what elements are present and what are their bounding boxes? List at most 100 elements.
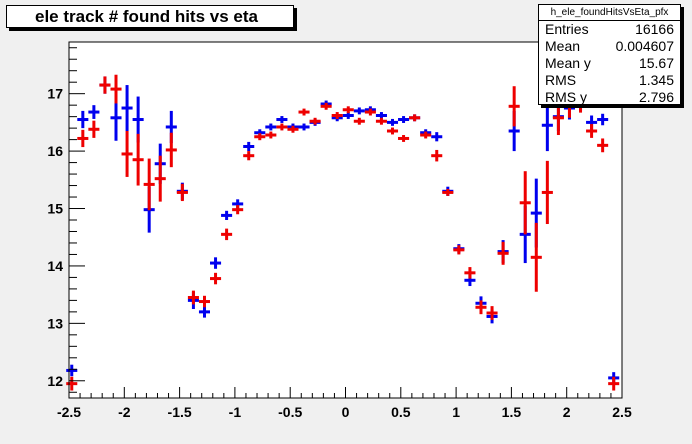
y-tick-label: 12 [47, 373, 63, 389]
data-point [353, 117, 365, 125]
x-tick-label: -1.5 [168, 404, 192, 420]
data-point [398, 116, 410, 123]
stat-value: 16166 [635, 21, 674, 37]
data-point [243, 141, 255, 152]
x-tick-label: -2 [118, 404, 131, 420]
data-point [386, 127, 399, 135]
data-point [331, 112, 343, 119]
data-point [88, 105, 100, 119]
data-point [508, 86, 520, 127]
data-point [298, 123, 310, 131]
data-point [530, 222, 542, 292]
stat-label: Entries [545, 21, 589, 37]
data-point [431, 149, 443, 162]
y-tick-label: 17 [47, 86, 63, 102]
data-point [342, 106, 354, 114]
data-point [121, 131, 133, 177]
data-point [552, 100, 564, 136]
data-point [99, 76, 111, 94]
x-tick-label: -0.5 [278, 404, 302, 420]
data-point [254, 133, 266, 141]
data-point [265, 131, 277, 139]
chart-title: ele track # found hits vs eta [6, 5, 294, 28]
data-point [88, 120, 100, 138]
data-point [398, 135, 410, 142]
stat-label: RMS [545, 72, 577, 88]
x-tick-label: -2.5 [57, 404, 81, 420]
stat-value: 2.796 [638, 89, 674, 105]
data-point [66, 364, 78, 377]
chart-title-text: ele track # found hits vs eta [35, 7, 258, 26]
data-point [232, 205, 244, 215]
y-tick-label: 16 [47, 143, 63, 159]
data-point [586, 124, 598, 138]
data-point [375, 117, 387, 125]
data-point [541, 160, 553, 225]
data-point [265, 123, 277, 131]
series-layer [66, 74, 620, 391]
data-point [176, 183, 188, 202]
data-point [276, 116, 288, 123]
data-point [309, 117, 321, 125]
y-tick-label: 13 [47, 315, 63, 331]
x-tick-label: 2 [563, 404, 571, 420]
data-point [110, 74, 122, 104]
data-point [121, 85, 133, 131]
x-tick-label: 2.5 [612, 404, 632, 420]
data-point [464, 267, 476, 279]
stat-row-rms-y: RMS y 2.796 [539, 89, 680, 106]
stats-box: h_ele_foundHitsVsEta_pfx Entries 16166 M… [538, 4, 681, 105]
data-point [486, 306, 498, 320]
data-point [221, 228, 233, 241]
stats-histogram-name: h_ele_foundHitsVsEta_pfx [539, 5, 680, 21]
stat-row-rms: RMS 1.345 [539, 72, 680, 89]
data-point [364, 108, 376, 116]
data-point [210, 272, 222, 285]
data-point [353, 107, 365, 115]
data-point [320, 102, 332, 110]
data-point [210, 257, 222, 269]
data-point [541, 99, 553, 152]
data-point [442, 188, 454, 196]
y-tick-label: 14 [47, 258, 63, 274]
data-point [198, 306, 211, 318]
stat-value: 1.345 [638, 72, 674, 88]
data-point [420, 131, 432, 139]
data-point [597, 138, 609, 153]
stat-row-mean-y: Mean y 15.67 [539, 55, 680, 72]
stat-label: Mean [545, 38, 581, 54]
data-point [386, 118, 399, 126]
data-point [77, 129, 89, 148]
data-point [431, 132, 443, 142]
frame-background [69, 42, 622, 398]
data-point [519, 171, 531, 235]
data-point [608, 376, 620, 391]
axis-layer: -2.5 -2 -1.5 -1 -0.5 0 0.5 1 1.5 2 2.5 12 13 14 15 16 17 [47, 47, 632, 420]
data-point [187, 290, 199, 305]
data-point [143, 158, 155, 211]
y-tick-label: 15 [47, 201, 63, 217]
data-point [154, 155, 166, 202]
data-point [165, 132, 177, 168]
data-point [132, 133, 144, 186]
data-point [475, 300, 487, 315]
data-point [243, 151, 255, 161]
stat-value: 0.004607 [615, 38, 674, 54]
stat-label: Mean y [545, 55, 591, 71]
stat-label: RMS y [545, 89, 587, 105]
stat-row-mean: Mean 0.004607 [539, 38, 680, 55]
data-point [497, 241, 509, 265]
data-point [287, 125, 299, 133]
data-point [198, 295, 211, 308]
data-point [597, 113, 609, 126]
x-tick-label: 1 [452, 404, 460, 420]
stat-value: 15.67 [638, 55, 674, 71]
data-point [298, 108, 310, 116]
x-tick-label: 1.5 [502, 404, 522, 420]
x-tick-label: 0.5 [391, 404, 411, 420]
x-tick-label: -1 [229, 404, 242, 420]
data-point [66, 376, 78, 391]
x-tick-label: 0 [342, 404, 350, 420]
data-point [453, 245, 465, 255]
